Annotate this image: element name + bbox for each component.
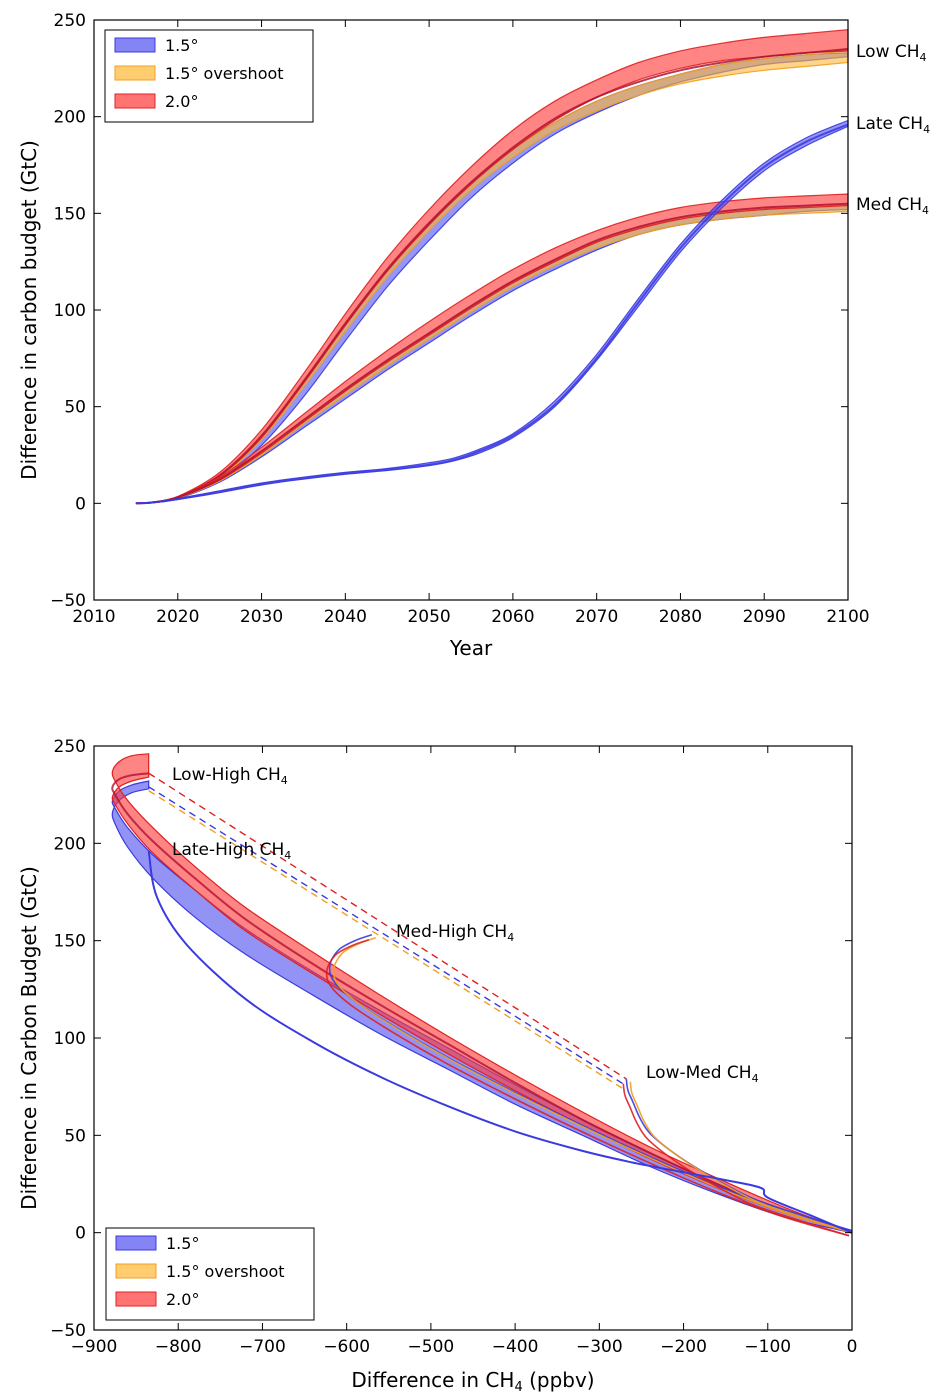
annotation-late-high-ch4: Late-High CH4 <box>172 840 291 862</box>
curve-low-high-ch4 <box>111 753 852 1234</box>
mean-line-low-ch4 <box>135 48 849 505</box>
mean-line-late-ch4 <box>135 123 849 505</box>
curve-low-med-ch4 <box>622 1078 852 1237</box>
y-tick-label: 100 <box>54 301 86 321</box>
dashed-link-1-5-overshoot <box>148 790 624 1090</box>
x-tick-label: 2040 <box>324 607 367 627</box>
x-tick-label: 0 <box>847 1337 858 1357</box>
x-tick-label: −200 <box>660 1337 707 1357</box>
legend-swatch-1-5 <box>115 1235 157 1251</box>
line-low-med-ch4-1-5-overshoot <box>629 1081 852 1234</box>
y-tick-label: 250 <box>54 737 86 757</box>
annotation-low-med-ch4: Low-Med CH4 <box>646 1063 759 1085</box>
band-low-high-ch4-2-0 <box>111 753 852 1234</box>
x-axis-label: Year <box>449 636 493 660</box>
x-tick-label: 2070 <box>575 607 618 627</box>
x-tick-label: 2050 <box>407 607 450 627</box>
annotation-late-ch4: Late CH4 <box>856 114 930 136</box>
x-tick-label: −500 <box>408 1337 455 1357</box>
legend-label-1-5: 1.5° <box>166 1234 199 1253</box>
curve-late-high-ch4 <box>147 850 852 1234</box>
mean-line-med-ch4 <box>135 202 849 505</box>
line-med-high-ch4-2-0 <box>325 939 850 1237</box>
legend-label-2-0: 2.0° <box>166 1290 199 1309</box>
annotation-low-high-ch4: Low-High CH4 <box>172 765 288 787</box>
y-tick-label: −50 <box>50 591 86 611</box>
y-tick-label: 150 <box>54 204 86 224</box>
y-tick-label: −50 <box>50 1321 86 1341</box>
legend-label-1-5: 1.5° <box>165 36 198 55</box>
x-tick-label: −900 <box>71 1337 118 1357</box>
y-tick-label: 200 <box>54 834 86 854</box>
x-axis-label: Difference in CH4 (ppbv) <box>351 1368 594 1394</box>
legend-swatch-1-5-overshoot <box>114 65 156 81</box>
line-late-high-ch4 <box>147 850 852 1234</box>
line-low-med-ch4-2-0 <box>622 1083 850 1237</box>
y-tick-label: 0 <box>75 494 86 514</box>
y-tick-label: 150 <box>54 932 86 952</box>
y-tick-label: 100 <box>54 1029 86 1049</box>
x-tick-label: 2030 <box>240 607 283 627</box>
x-tick-label: −400 <box>492 1337 539 1357</box>
chart-bottom: −900 −800 −700 −600 −500 −400 −300 −200 −100 0−50… <box>17 737 857 1394</box>
x-tick-label: 2100 <box>826 607 869 627</box>
legend-swatch-2-0 <box>114 93 156 109</box>
y-axis-label: Difference in Carbon Budget (GtC) <box>17 866 41 1210</box>
legend-swatch-2-0 <box>115 1291 157 1307</box>
y-tick-label: 50 <box>64 1126 86 1146</box>
y-tick-label: 50 <box>64 398 86 418</box>
legend-swatch-1-5-overshoot <box>115 1263 157 1279</box>
legend-label-1-5-overshoot: 1.5° overshoot <box>165 64 284 83</box>
legend-swatch-1-5 <box>114 37 156 53</box>
x-tick-label: 2010 <box>72 607 115 627</box>
x-tick-label: 2090 <box>743 607 786 627</box>
legend-label-1-5-overshoot: 1.5° overshoot <box>166 1262 285 1281</box>
x-tick-label: −700 <box>239 1337 286 1357</box>
x-tick-label: −800 <box>155 1337 202 1357</box>
y-tick-label: 200 <box>54 108 86 128</box>
dashed-link-1-5 <box>148 786 625 1086</box>
x-tick-label: 2080 <box>659 607 702 627</box>
annotation-med-ch4: Med CH4 <box>856 195 929 217</box>
y-axis-label: Difference in carbon budget (GtC) <box>17 140 41 480</box>
annotation-med-high-ch4: Med-High CH4 <box>396 922 514 944</box>
x-tick-label: −600 <box>323 1337 370 1357</box>
x-tick-label: −300 <box>576 1337 623 1357</box>
dashed-link-2-0 <box>148 772 627 1080</box>
y-tick-label: 0 <box>75 1224 86 1244</box>
mean-line-low-high-ch4 <box>111 772 852 1234</box>
y-tick-label: 250 <box>54 11 86 31</box>
x-tick-label: −100 <box>744 1337 791 1357</box>
x-tick-label: 2020 <box>156 607 199 627</box>
legend-label-2-0: 2.0° <box>165 92 198 111</box>
annotation-low-ch4: Low CH4 <box>856 42 927 64</box>
x-tick-label: 2060 <box>491 607 534 627</box>
plot-content <box>111 753 852 1237</box>
chart-top: 2010 2020 2030 2040 2050 2060 2070 2080 2090 2100… <box>17 11 930 660</box>
